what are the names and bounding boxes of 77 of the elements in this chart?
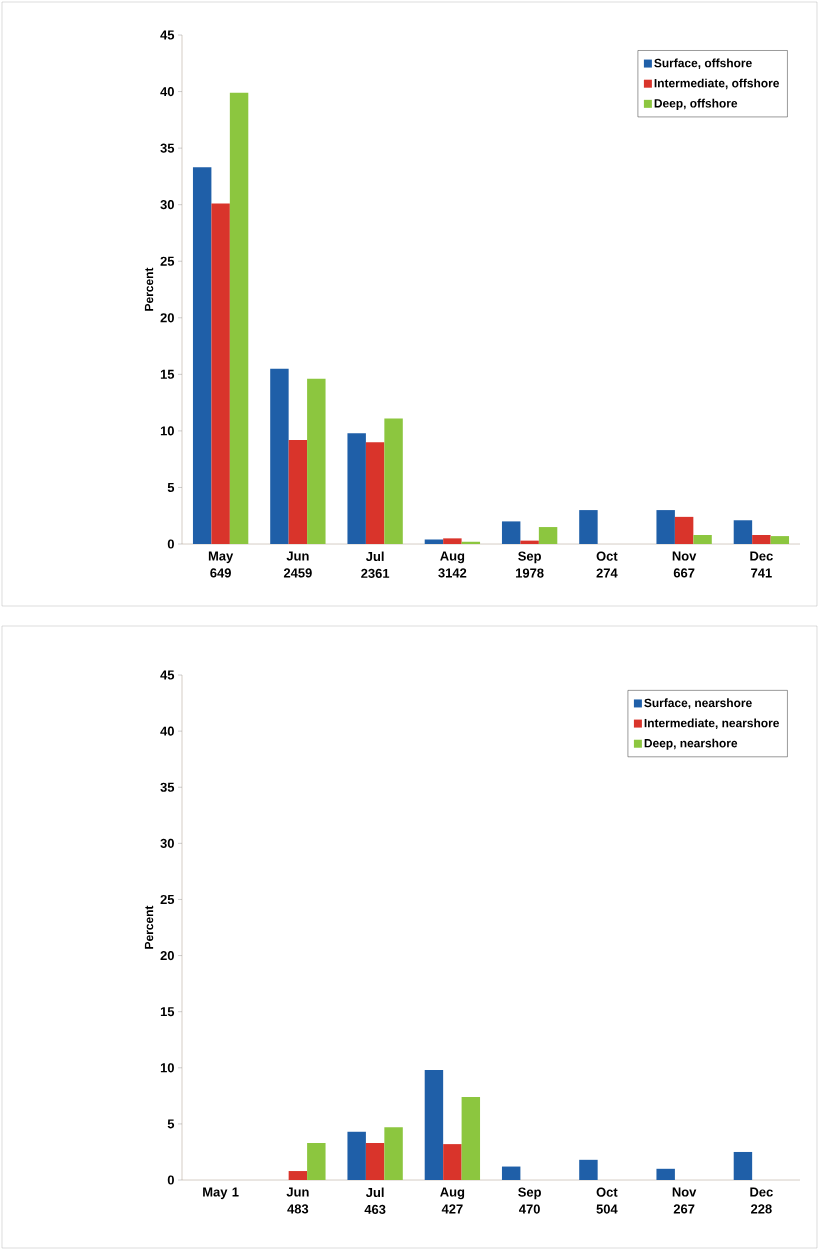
y-tick-label: 30 (160, 200, 174, 210)
y-tick-label: 10 (160, 426, 174, 436)
y-tick-label: 40 (160, 726, 174, 736)
y-axis-title: Percent (144, 267, 154, 311)
y-tick-label: 45 (160, 30, 175, 40)
x-tick-label: Jun 2459 (283, 551, 312, 578)
bar (307, 1142, 326, 1181)
y-tick-label: 5 (167, 482, 175, 492)
legend-label: Deep, offshore (654, 98, 738, 110)
x-tick-label: Aug 3142 (438, 551, 467, 578)
y-tick-label: 35 (160, 143, 175, 153)
bar (656, 1168, 675, 1181)
bar (365, 442, 385, 545)
bar (424, 1070, 444, 1181)
y-axis-title: Percent (144, 905, 154, 949)
x-tick-label: Oct 274 (596, 551, 618, 578)
bar (733, 1151, 753, 1181)
x-tick-label: Nov 267 (672, 1187, 697, 1214)
bar (501, 521, 521, 545)
x-tick-label: Sep 1978 (516, 551, 544, 578)
bar (579, 510, 598, 545)
y-tick-label: 30 (160, 838, 174, 848)
legend-label: Intermediate, nearshore (644, 718, 780, 730)
y-tick-label: 35 (160, 782, 175, 792)
bar (211, 203, 230, 545)
bar (693, 534, 712, 545)
x-tick-label: Dec 741 (750, 551, 773, 578)
x-tick-label: Nov 667 (672, 551, 697, 578)
bar (461, 1096, 481, 1181)
y-tick-label: 15 (160, 1007, 175, 1017)
bar (424, 539, 444, 545)
x-tick-label: May 649 (208, 551, 234, 578)
bar (288, 1171, 308, 1181)
y-tick-label: 20 (160, 950, 174, 961)
bar (307, 378, 326, 545)
bar (288, 439, 308, 545)
x-tick-label: Jun 483 (286, 1187, 309, 1214)
x-tick-label: May 1 (203, 1187, 239, 1200)
y-tick-label: 40 (160, 86, 174, 97)
y-tick-label: 0 (167, 1175, 174, 1185)
x-tick-label: Jul 2361 (361, 551, 390, 578)
bar (674, 516, 694, 545)
bar (443, 1144, 462, 1181)
y-tick-label: 45 (160, 670, 175, 680)
bar (538, 527, 558, 545)
legend-label: Intermediate, offshore (654, 78, 780, 90)
x-tick-label: Aug 427 (440, 1187, 465, 1214)
legend-label: Surface, offshore (654, 58, 752, 69)
bar (752, 534, 771, 545)
x-tick-label: Dec 228 (750, 1187, 773, 1214)
bar (770, 536, 790, 545)
legend-label: Deep, nearshore (644, 738, 738, 750)
bar (365, 1142, 385, 1181)
x-tick-label: Jul 463 (364, 1187, 386, 1214)
bar (443, 538, 462, 545)
x-tick-label: Oct 504 (596, 1187, 618, 1214)
bar (229, 92, 249, 545)
y-tick-label: 25 (160, 256, 175, 266)
bar (501, 1166, 521, 1181)
bar (520, 540, 539, 545)
y-tick-label: 25 (160, 894, 175, 905)
bar (192, 167, 212, 545)
bar (270, 368, 289, 545)
y-tick-label: 0 (167, 539, 174, 549)
y-tick-label: 10 (160, 1063, 174, 1073)
legend-label: Surface, nearshore (644, 698, 752, 709)
bar (347, 1131, 366, 1181)
y-tick-label: 15 (160, 369, 175, 379)
bar (384, 418, 403, 545)
bar (384, 1127, 403, 1181)
bar (579, 1159, 598, 1181)
x-tick-label: Sep 470 (518, 1187, 541, 1214)
y-tick-label: 20 (160, 313, 174, 323)
bar (347, 433, 366, 545)
bar (733, 520, 753, 545)
y-tick-label: 5 (167, 1119, 175, 1129)
bar (656, 510, 675, 545)
